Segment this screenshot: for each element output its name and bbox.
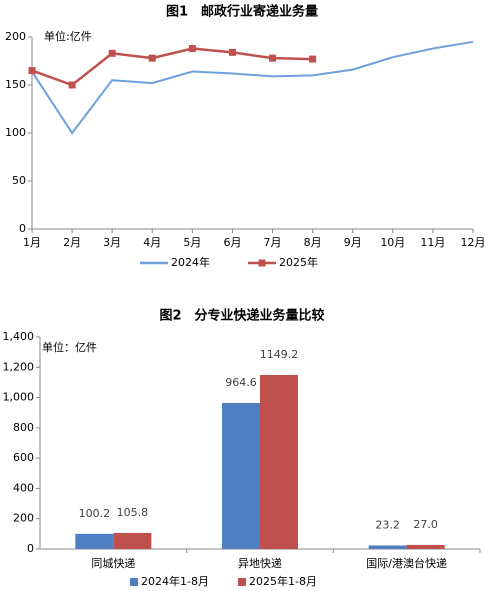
legend-swatch — [130, 578, 138, 586]
x-tick-label: 同城快递 — [91, 556, 135, 570]
y-tick-label: 1,000 — [3, 391, 35, 404]
y-tick-label: 800 — [13, 421, 34, 434]
y-tick-label: 150 — [5, 78, 26, 91]
point-marker — [108, 49, 116, 57]
bar — [260, 374, 298, 549]
data-line — [31, 40, 474, 135]
legend-label: 2025年 — [279, 255, 318, 269]
chart-title: 图1 邮政行业寄递业务量 — [166, 4, 318, 20]
bar — [368, 545, 407, 549]
y-tick-label: 0 — [19, 222, 26, 235]
bar — [222, 402, 260, 549]
y-tick-label: 600 — [13, 451, 34, 464]
point-marker — [148, 54, 156, 62]
x-tick-label: 7月 — [264, 236, 282, 249]
data-line — [31, 47, 313, 87]
point-marker — [28, 67, 36, 75]
x-tick-label: 10月 — [380, 236, 405, 249]
legend-swatch — [238, 578, 246, 586]
bar — [406, 544, 445, 549]
data-label: 1149.2 — [260, 348, 299, 361]
point-marker — [188, 45, 196, 53]
y-tick-label: 200 — [13, 512, 34, 525]
point-marker — [228, 48, 236, 56]
data-label: 23.2 — [375, 518, 400, 531]
y-tick-label: 400 — [13, 481, 34, 494]
legend-label: 2024年1-8月 — [141, 574, 209, 588]
x-tick-label: 5月 — [183, 236, 201, 249]
y-tick-label: 200 — [5, 30, 26, 43]
y-tick-label: 1,200 — [3, 360, 35, 373]
x-tick-label: 异地快递 — [238, 556, 282, 570]
x-tick-label: 4月 — [143, 236, 161, 249]
data-label: 105.8 — [117, 506, 149, 519]
y-tick-label: 0 — [27, 542, 34, 555]
legend-label: 2024年 — [171, 255, 210, 269]
bar — [75, 533, 114, 549]
y-tick-label: 1,400 — [3, 330, 35, 343]
x-tick-label: 12月 — [461, 236, 485, 249]
legend-label: 2025年1-8月 — [249, 574, 317, 588]
y-tick-label: 50 — [12, 174, 26, 187]
x-tick-label: 9月 — [344, 236, 362, 249]
x-tick-label: 2月 — [63, 236, 81, 249]
unit-note: 单位:亿件 — [44, 29, 92, 43]
x-tick-label: 6月 — [223, 236, 241, 249]
x-tick-label: 8月 — [304, 236, 322, 249]
data-label: 100.2 — [79, 507, 111, 520]
x-tick-label: 国际/港澳台快递 — [366, 556, 447, 570]
legend-marker — [258, 259, 266, 267]
y-tick-label: 100 — [5, 126, 26, 139]
bar — [113, 532, 152, 549]
point-marker — [269, 54, 277, 62]
point-marker — [68, 81, 76, 89]
unit-note: 单位：亿件 — [42, 340, 97, 354]
x-tick-label: 3月 — [103, 236, 121, 249]
point-marker — [309, 55, 317, 63]
data-label: 964.6 — [225, 376, 257, 389]
x-tick-label: 1月 — [23, 236, 41, 249]
chart-title: 图2 分专业快递业务量比较 — [159, 308, 324, 324]
data-label: 27.0 — [413, 518, 438, 531]
x-tick-label: 11月 — [420, 236, 445, 249]
